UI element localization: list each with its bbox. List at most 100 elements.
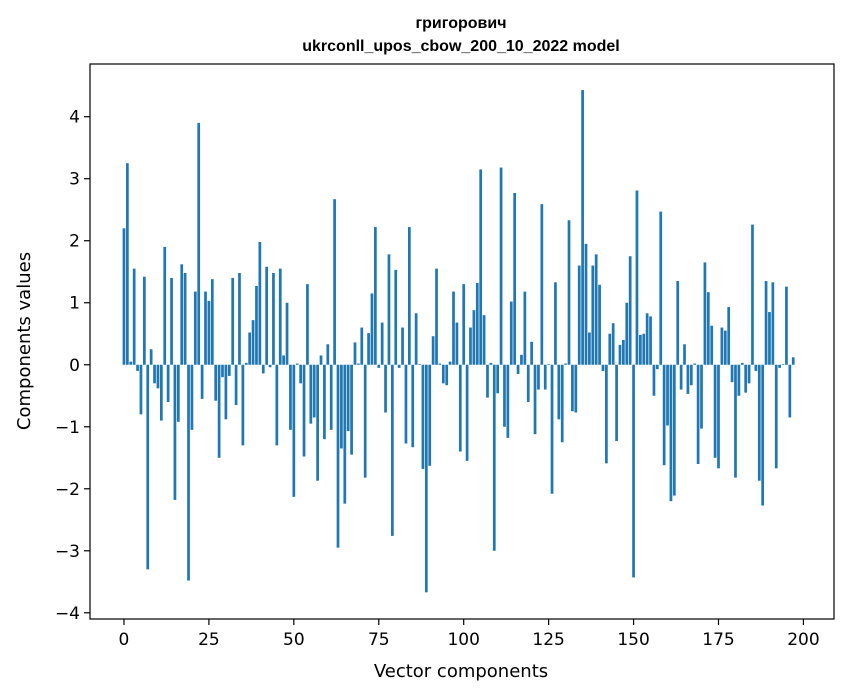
bar (564, 363, 567, 365)
bar (367, 333, 370, 365)
bar (197, 122, 201, 365)
bar (703, 262, 707, 365)
bar (183, 272, 187, 365)
bar (336, 364, 340, 548)
bar (265, 266, 269, 365)
bar (153, 364, 156, 384)
x-tick-label: 150 (617, 630, 649, 650)
bar (554, 282, 557, 365)
chart-title: григорович (415, 15, 506, 32)
bar (295, 363, 299, 365)
x-tick-label: 200 (787, 630, 819, 650)
bar (632, 364, 635, 578)
bar (309, 364, 313, 424)
bar (302, 364, 306, 457)
bar (370, 293, 374, 365)
x-tick-label: 175 (702, 630, 734, 650)
bar (645, 313, 649, 365)
bar (530, 341, 533, 365)
bar (316, 364, 319, 481)
bar (248, 332, 252, 365)
bar (285, 302, 289, 365)
bar (411, 364, 415, 448)
bar (594, 254, 598, 365)
bar (272, 272, 275, 365)
bar (173, 364, 177, 500)
bar (774, 364, 778, 469)
bar (574, 364, 578, 413)
bar (788, 364, 792, 418)
bar (156, 364, 160, 389)
bar (187, 364, 190, 581)
bar (686, 364, 690, 394)
bar (757, 364, 761, 481)
bar (557, 364, 561, 420)
x-tick-label: 0 (119, 630, 130, 650)
bar (611, 323, 615, 365)
bar (387, 254, 391, 365)
bar (669, 364, 673, 502)
bar (289, 364, 292, 430)
bar (221, 364, 224, 378)
bar (605, 364, 608, 464)
bar (333, 199, 336, 365)
bar (258, 241, 262, 365)
bar (591, 265, 595, 365)
bar (622, 339, 625, 365)
bar (159, 364, 163, 421)
bar (526, 364, 530, 402)
bar (214, 364, 218, 401)
bar (391, 364, 394, 536)
bar (217, 364, 221, 458)
bar (465, 364, 469, 461)
bar (146, 364, 150, 570)
bar (350, 364, 353, 455)
bar (717, 364, 720, 469)
bar (781, 364, 785, 365)
x-axis-label: Vector components (374, 661, 548, 682)
y-tick-label: 1 (69, 294, 80, 314)
bar (421, 364, 425, 469)
bar (163, 246, 167, 365)
x-tick-label: 25 (198, 630, 220, 650)
bar (306, 284, 309, 365)
bar (601, 364, 605, 371)
bar (438, 363, 442, 365)
bar (635, 190, 639, 365)
bar (618, 344, 622, 365)
y-axis-label: Components values (14, 252, 35, 430)
bar (363, 364, 367, 478)
y-tick-label: −2 (55, 480, 80, 500)
bar (143, 276, 146, 365)
bar (778, 364, 781, 368)
bar (516, 364, 520, 375)
bar (207, 300, 211, 365)
bar (231, 277, 235, 365)
bar (791, 357, 795, 365)
bar (374, 227, 377, 365)
bar (431, 336, 435, 365)
bar (723, 330, 727, 365)
bar (251, 320, 255, 365)
bar (683, 344, 686, 365)
bar (489, 362, 493, 365)
bar (751, 224, 754, 365)
bar (744, 364, 748, 393)
bar (523, 291, 527, 365)
bar (734, 364, 737, 478)
bar (768, 312, 771, 365)
bar (479, 169, 483, 365)
bar (503, 364, 506, 427)
bar (761, 364, 765, 506)
bar (180, 264, 184, 365)
bar (659, 211, 663, 365)
bar (496, 364, 500, 394)
bar (424, 364, 428, 593)
bar (200, 364, 204, 399)
bar (679, 364, 683, 390)
bar (482, 315, 486, 365)
x-tick-label: 75 (368, 630, 390, 650)
bar (740, 362, 744, 365)
y-axis-ticks: −4 −3 −2 −1 0 1 2 3 4 (55, 108, 90, 624)
